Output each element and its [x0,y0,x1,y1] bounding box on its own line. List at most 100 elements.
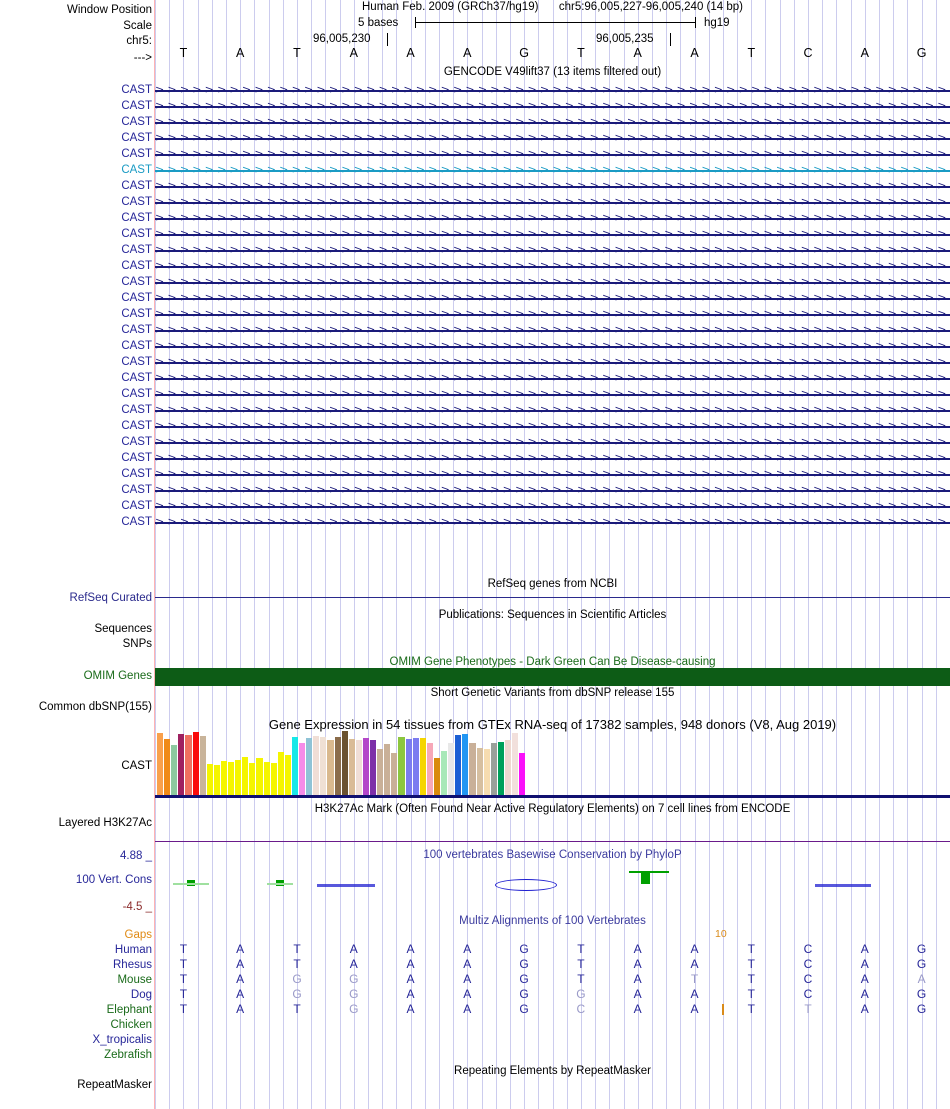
gencode-gene-label[interactable]: CAST [121,196,152,208]
gencode-gene-row[interactable]: >>>>>>>>>>>>>>>>>>>>>>>>>>>>>>>>>>>>>>>>… [155,258,950,274]
gtex-tissue-bar[interactable] [462,734,469,795]
gtex-tissue-bar[interactable] [483,749,490,795]
gencode-gene-label[interactable]: CAST [121,484,152,496]
species-label-elephant[interactable]: Elephant [106,1004,152,1016]
gencode-gene-label[interactable]: CAST [121,260,152,272]
gtex-tissue-bar[interactable] [426,743,433,795]
gtex-tissue-bar[interactable] [284,755,291,795]
gtex-tissue-bar[interactable] [355,740,362,795]
gencode-gene-row[interactable]: >>>>>>>>>>>>>>>>>>>>>>>>>>>>>>>>>>>>>>>>… [155,178,950,194]
gtex-tissue-bar[interactable] [441,751,448,795]
gencode-gene-label[interactable]: CAST [121,292,152,304]
publications-sequences-label[interactable]: Sequences [94,623,152,635]
gtex-tissue-bar[interactable] [504,740,512,795]
gtex-tissue-bar[interactable] [220,761,228,795]
gtex-tissue-bar[interactable] [242,757,249,795]
gtex-tissue-bar[interactable] [256,758,263,795]
omim-genes-label[interactable]: OMIM Genes [83,670,152,682]
gaps-label[interactable]: Gaps [124,929,153,941]
gencode-gene-row[interactable]: >>>>>>>>>>>>>>>>>>>>>>>>>>>>>>>>>>>>>>>>… [155,82,950,98]
gtex-tissue-bar[interactable] [327,740,334,795]
gencode-gene-row[interactable]: >>>>>>>>>>>>>>>>>>>>>>>>>>>>>>>>>>>>>>>>… [155,370,950,386]
gtex-tissue-bar[interactable] [206,764,213,795]
gencode-gene-row[interactable]: >>>>>>>>>>>>>>>>>>>>>>>>>>>>>>>>>>>>>>>>… [155,514,950,530]
publications-snps-label[interactable]: SNPs [122,638,152,650]
gtex-tissue-bar[interactable] [419,738,426,795]
gtex-tissue-bar[interactable] [291,737,299,795]
gtex-tissue-bar[interactable] [185,735,192,795]
gtex-tissue-bar[interactable] [213,765,220,795]
gtex-tissue-bar[interactable] [341,731,348,795]
gencode-gene-row[interactable]: >>>>>>>>>>>>>>>>>>>>>>>>>>>>>>>>>>>>>>>>… [155,338,950,354]
gencode-gene-row[interactable]: >>>>>>>>>>>>>>>>>>>>>>>>>>>>>>>>>>>>>>>>… [155,210,950,226]
gtex-tissue-bar[interactable] [391,753,398,795]
gtex-tissue-bar[interactable] [384,744,391,795]
gencode-gene-label[interactable]: CAST [121,164,152,176]
gtex-tissue-bar[interactable] [433,758,441,795]
refseq-label[interactable]: RefSeq Curated [69,592,152,604]
gencode-gene-label[interactable]: CAST [121,100,152,112]
gtex-tissue-bar[interactable] [348,739,355,795]
species-label-rhesus[interactable]: Rhesus [113,959,152,971]
gencode-gene-row[interactable]: >>>>>>>>>>>>>>>>>>>>>>>>>>>>>>>>>>>>>>>>… [155,498,950,514]
gtex-label[interactable]: CAST [121,760,152,772]
gtex-tissue-bar[interactable] [405,739,412,795]
gtex-tissue-bar[interactable] [476,748,483,795]
omim-gene-bar[interactable] [155,668,950,686]
gencode-gene-row[interactable]: >>>>>>>>>>>>>>>>>>>>>>>>>>>>>>>>>>>>>>>>… [155,162,950,178]
gencode-gene-label[interactable]: CAST [121,244,152,256]
gtex-tissue-bar[interactable] [320,737,327,795]
gencode-gene-label[interactable]: CAST [121,356,152,368]
gencode-gene-label[interactable]: CAST [121,452,152,464]
h3k27ac-label[interactable]: Layered H3K27Ac [58,817,152,829]
gencode-gene-row[interactable]: >>>>>>>>>>>>>>>>>>>>>>>>>>>>>>>>>>>>>>>>… [155,450,950,466]
gencode-gene-row[interactable]: >>>>>>>>>>>>>>>>>>>>>>>>>>>>>>>>>>>>>>>>… [155,274,950,290]
gtex-tissue-bar[interactable] [377,749,384,795]
gencode-gene-label[interactable]: CAST [121,132,152,144]
gencode-gene-label[interactable]: CAST [121,84,152,96]
gtex-tissue-bar[interactable] [249,763,256,795]
gencode-gene-label[interactable]: CAST [121,372,152,384]
species-label-zebrafish[interactable]: Zebrafish [104,1049,152,1061]
dbsnp-label[interactable]: Common dbSNP(155) [38,701,152,713]
repeatmasker-label[interactable]: RepeatMasker [77,1079,152,1091]
gencode-gene-label[interactable]: CAST [121,468,152,480]
gtex-tissue-bar[interactable] [512,733,519,795]
gtex-tissue-bar[interactable] [164,739,171,795]
gencode-gene-label[interactable]: CAST [121,212,152,224]
gencode-gene-row[interactable]: >>>>>>>>>>>>>>>>>>>>>>>>>>>>>>>>>>>>>>>>… [155,434,950,450]
gtex-tissue-bar[interactable] [448,743,455,795]
gtex-tissue-bar[interactable] [412,738,419,795]
gencode-gene-label[interactable]: CAST [121,388,152,400]
gtex-tissue-bar[interactable] [362,738,370,795]
gencode-gene-row[interactable]: >>>>>>>>>>>>>>>>>>>>>>>>>>>>>>>>>>>>>>>>… [155,114,950,130]
gtex-tissue-bar[interactable] [306,738,313,795]
gencode-gene-row[interactable]: >>>>>>>>>>>>>>>>>>>>>>>>>>>>>>>>>>>>>>>>… [155,466,950,482]
gtex-tissue-bar[interactable] [519,753,526,795]
gencode-gene-row[interactable]: >>>>>>>>>>>>>>>>>>>>>>>>>>>>>>>>>>>>>>>>… [155,226,950,242]
gencode-gene-row[interactable]: >>>>>>>>>>>>>>>>>>>>>>>>>>>>>>>>>>>>>>>>… [155,418,950,434]
gtex-tissue-bar[interactable] [334,737,341,795]
gencode-gene-row[interactable]: >>>>>>>>>>>>>>>>>>>>>>>>>>>>>>>>>>>>>>>>… [155,322,950,338]
gencode-gene-label[interactable]: CAST [121,324,152,336]
gtex-tissue-bar[interactable] [171,745,178,795]
gencode-gene-row[interactable]: >>>>>>>>>>>>>>>>>>>>>>>>>>>>>>>>>>>>>>>>… [155,146,950,162]
gtex-tissue-bar[interactable] [497,742,504,795]
species-label-human[interactable]: Human [114,944,152,956]
gencode-gene-row[interactable]: >>>>>>>>>>>>>>>>>>>>>>>>>>>>>>>>>>>>>>>>… [155,386,950,402]
gtex-tissue-bar[interactable] [313,736,320,795]
gencode-gene-label[interactable]: CAST [121,420,152,432]
gtex-tissue-bar[interactable] [469,743,476,795]
gencode-gene-label[interactable]: CAST [121,404,152,416]
gencode-gene-label[interactable]: CAST [121,500,152,512]
gencode-gene-label[interactable]: CAST [121,180,152,192]
gtex-tissue-bar[interactable] [299,743,306,795]
gtex-tissue-bar[interactable] [370,740,377,795]
gencode-gene-row[interactable]: >>>>>>>>>>>>>>>>>>>>>>>>>>>>>>>>>>>>>>>>… [155,98,950,114]
species-label-x_tropicalis[interactable]: X_tropicalis [92,1034,152,1046]
gencode-gene-row[interactable]: >>>>>>>>>>>>>>>>>>>>>>>>>>>>>>>>>>>>>>>>… [155,482,950,498]
gencode-gene-label[interactable]: CAST [121,340,152,352]
gencode-gene-label[interactable]: CAST [121,276,152,288]
gtex-tissue-bar[interactable] [235,760,242,795]
gtex-tissue-bar[interactable] [455,735,462,795]
